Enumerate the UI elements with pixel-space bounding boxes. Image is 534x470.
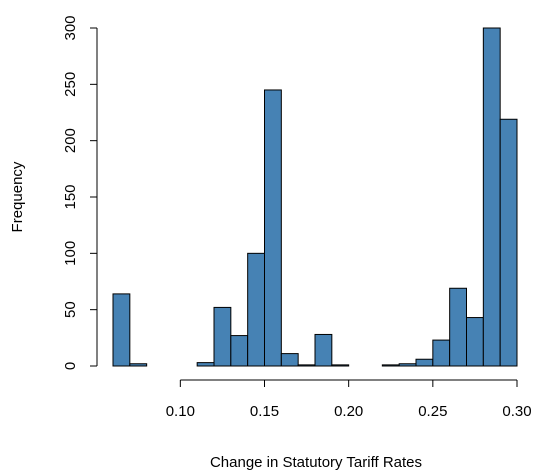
y-axis: 0 50 100 150 200 250 300 (62, 15, 98, 370)
y-tick-label: 100 (62, 241, 79, 266)
histogram-bar (213, 306, 232, 367)
histogram-bar (499, 118, 518, 367)
histogram-bar (230, 335, 249, 367)
x-axis: 0.10 0.15 0.20 0.25 0.30 (166, 379, 532, 420)
y-axis-label: Frequency (9, 161, 26, 232)
histogram-bar (196, 362, 215, 367)
y-tick-label: 150 (62, 184, 79, 209)
y-tick-label: 200 (62, 128, 79, 153)
y-tick-label: 250 (62, 72, 79, 97)
histogram-bar (112, 293, 131, 367)
histogram-bar (398, 363, 417, 367)
histogram-bar (415, 358, 434, 367)
histogram-bar (381, 364, 400, 367)
histogram-bar (449, 287, 467, 367)
histogram-bar (482, 27, 501, 367)
x-axis-label: Change in Statutory Tariff Rates (210, 454, 422, 470)
y-tick-label: 50 (62, 301, 79, 318)
y-tick-label: 0 (62, 362, 79, 370)
x-tick-label: 0.15 (250, 403, 279, 420)
histogram-bar (129, 363, 148, 367)
x-tick-label: 0.10 (166, 403, 195, 420)
histogram-bar (247, 252, 266, 367)
x-tick-label: 0.25 (418, 403, 447, 420)
y-tick-label: 300 (62, 15, 79, 40)
histogram-bar (297, 364, 316, 367)
histogram-bar (280, 353, 299, 367)
bars-group (112, 27, 518, 367)
x-tick-label: 0.30 (502, 403, 531, 420)
histogram-bar (264, 89, 282, 367)
histogram-bar (314, 333, 333, 367)
histogram-bar (432, 339, 451, 367)
histogram-bar (331, 364, 350, 367)
x-tick-label: 0.20 (334, 403, 363, 420)
histogram-bar (466, 317, 484, 367)
